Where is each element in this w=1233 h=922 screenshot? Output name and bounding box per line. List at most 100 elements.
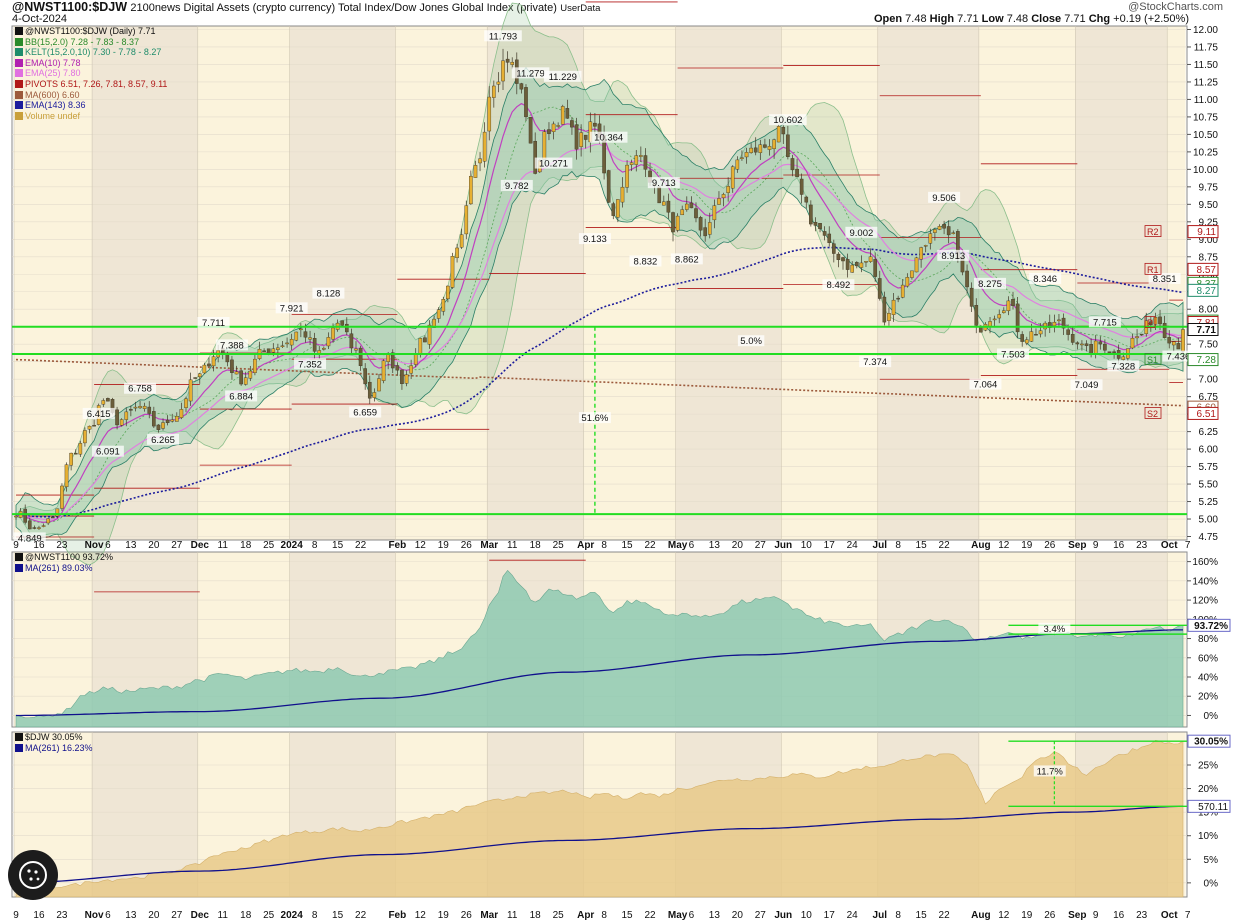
- candle: [505, 58, 510, 63]
- candle: [565, 108, 570, 119]
- legend-entry: @NWST1100:$DJW (Daily) 7.71: [15, 26, 167, 37]
- annotation-bg: [349, 406, 382, 418]
- candle: [974, 305, 979, 326]
- annotation-bg: [589, 131, 628, 143]
- candle: [14, 515, 18, 518]
- x-tick-label: 25: [553, 910, 565, 921]
- candle: [813, 222, 818, 226]
- right-value-label: 9.11: [1197, 227, 1216, 238]
- price-annotation: 7.328: [1111, 361, 1135, 372]
- candle: [170, 419, 175, 422]
- chg-label: Chg: [1088, 13, 1111, 25]
- x-tick-label: 11: [218, 910, 229, 921]
- y-tick-label: 0%: [1204, 711, 1219, 722]
- x-tick-label: Apr: [577, 910, 594, 921]
- annotation-bg: [197, 317, 230, 329]
- candle: [542, 131, 547, 160]
- candle: [560, 106, 565, 125]
- line-icon: [15, 79, 23, 88]
- price-annotation: 7.715: [1093, 317, 1117, 328]
- legend-entry: $DJW 30.05%: [15, 732, 93, 743]
- x-tick-label: 11: [218, 540, 229, 551]
- candle: [37, 527, 41, 529]
- legend-swatch-icon: [15, 553, 23, 561]
- candle: [1149, 321, 1153, 325]
- price-annotation: 11.279: [516, 68, 544, 79]
- x-tick-label: 11: [507, 540, 518, 551]
- y-tick-label: 60%: [1198, 653, 1218, 664]
- candle: [951, 232, 956, 234]
- pivot-tag: R2: [1147, 227, 1159, 237]
- candle: [138, 406, 142, 409]
- candle: [1006, 300, 1011, 312]
- y-tick-label: 9.75: [1199, 182, 1219, 193]
- legend-label: MA(261) 89.03%: [25, 562, 93, 573]
- candle: [1052, 321, 1057, 326]
- annotation-bg: [578, 233, 611, 245]
- right-value-box: [1187, 618, 1231, 632]
- y-tick-label: 8.00: [1199, 305, 1219, 316]
- x-tick-label: 23: [56, 540, 68, 551]
- legend-entry: MA(261) 89.03%: [15, 563, 113, 574]
- y-tick-label: 10.50: [1193, 130, 1218, 141]
- annotation-bg: [1070, 379, 1103, 391]
- price-annotation: 7.436: [1167, 352, 1191, 363]
- price-annotation: 7.064: [974, 380, 998, 391]
- price-annotation: 4.849: [18, 533, 42, 544]
- x-tick-label: 23: [1136, 910, 1148, 921]
- ma600-line: [15, 358, 1184, 407]
- candle: [1075, 342, 1080, 345]
- candle: [910, 270, 914, 278]
- candle: [726, 186, 730, 193]
- bb-icon: [15, 37, 23, 46]
- candle: [161, 422, 165, 429]
- x-tick-label: Aug: [971, 540, 990, 551]
- candle: [804, 196, 809, 203]
- x-tick-label: 27: [755, 540, 767, 551]
- candle: [671, 212, 675, 233]
- candle: [390, 352, 395, 369]
- price-annotation: 6.091: [96, 447, 120, 458]
- candle: [767, 146, 772, 150]
- price-annotation: 11.229: [549, 72, 577, 83]
- y-tick-label: 11.75: [1194, 42, 1219, 53]
- candle: [404, 374, 409, 384]
- candle: [744, 152, 749, 158]
- x-tick-label: Nov: [85, 910, 104, 921]
- candle: [583, 134, 588, 140]
- x-tick-label: Jul: [873, 540, 888, 551]
- candle: [822, 231, 827, 236]
- x-tick-label: 7: [1185, 910, 1191, 921]
- x-tick-label: 15: [916, 910, 928, 921]
- price-annotation: 6.265: [151, 435, 175, 446]
- y-tick-label: 6.25: [1199, 427, 1219, 438]
- x-tick-label: 18: [530, 540, 542, 551]
- y-tick-label: 5%: [1204, 855, 1219, 866]
- candle: [1153, 317, 1158, 325]
- x-tick-label: 15: [622, 910, 634, 921]
- annotation-bg: [737, 335, 765, 347]
- x-tick-label: 8: [312, 540, 318, 551]
- x-tick-label: 17: [824, 540, 836, 551]
- candle: [271, 348, 276, 353]
- y-tick-label: 160%: [1192, 557, 1218, 568]
- candle: [418, 338, 423, 354]
- annotation-bg: [275, 302, 308, 314]
- candle: [386, 353, 390, 362]
- x-tick-label: Jun: [774, 540, 792, 551]
- legend-label: MA(600) 6.60: [25, 89, 80, 100]
- stockcharts-logo-icon[interactable]: [8, 850, 58, 900]
- right-value-label: 93.72%: [1194, 621, 1228, 632]
- y-tick-label: 10%: [1198, 831, 1218, 842]
- candle: [1103, 343, 1107, 351]
- x-tick-label: 18: [240, 540, 252, 551]
- candle: [721, 194, 726, 199]
- price-annotation: 8.346: [1033, 274, 1057, 285]
- x-tick-label: 23: [1136, 540, 1148, 551]
- x-tick-label: 9: [1093, 910, 1099, 921]
- candle: [69, 452, 73, 466]
- ema143-line: [16, 246, 1184, 518]
- price-annotation: 7.921: [280, 303, 304, 314]
- open-value: 7.48: [905, 13, 927, 25]
